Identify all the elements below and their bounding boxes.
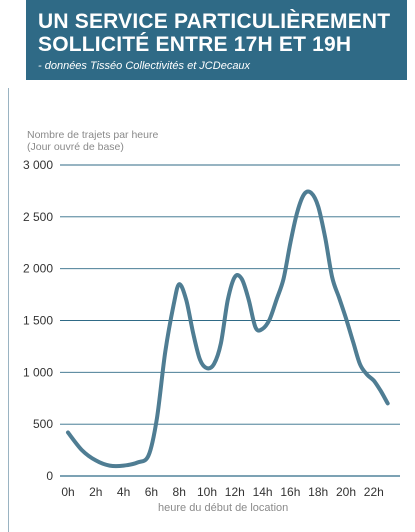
y-axis-label-line-1: Nombre de trajets par heure bbox=[27, 129, 159, 141]
title-banner: UN SERVICE PARTICULIÈREMENT SOLLICITÉ EN… bbox=[26, 0, 407, 80]
x-tick-label: 12h bbox=[225, 485, 245, 499]
x-tick-label: 8h bbox=[173, 485, 186, 499]
series-line bbox=[66, 189, 390, 469]
y-tick-label: 500 bbox=[33, 417, 53, 431]
x-tick-label: 6h bbox=[145, 485, 158, 499]
x-axis-label: heure du début de location bbox=[158, 502, 289, 514]
y-tick-label: 3 000 bbox=[23, 158, 53, 172]
title-line-2: SOLLICITÉ ENTRE 17H ET 19H bbox=[38, 33, 352, 56]
y-axis-label-line-2: (Jour ouvré de base) bbox=[27, 141, 124, 153]
x-tick-label: 22h bbox=[364, 485, 384, 499]
x-tick-label: 2h bbox=[89, 485, 102, 499]
x-tick-label: 10h bbox=[197, 485, 217, 499]
x-tick-label: 0h bbox=[61, 485, 74, 499]
x-tick-label: 16h bbox=[280, 485, 300, 499]
title-line-1: UN SERVICE PARTICULIÈREMENT bbox=[38, 10, 391, 33]
y-tick-label: 2 500 bbox=[23, 210, 53, 224]
y-tick-label: 2 000 bbox=[23, 262, 53, 276]
x-tick-label: 18h bbox=[308, 485, 328, 499]
x-tick-label: 20h bbox=[336, 485, 356, 499]
y-tick-label: 1 500 bbox=[23, 314, 53, 328]
y-tick-label: 1 000 bbox=[23, 365, 53, 379]
x-tick-label: 14h bbox=[253, 485, 273, 499]
frame-border bbox=[8, 88, 9, 532]
chart-subtitle: - données Tisséo Collectivités et JCDeca… bbox=[38, 60, 251, 72]
x-tick-label: 4h bbox=[117, 485, 130, 499]
chart-title: UN SERVICE PARTICULIÈREMENT SOLLICITÉ EN… bbox=[38, 10, 400, 56]
y-axis-label: Nombre de trajets par heure (Jour ouvré … bbox=[27, 129, 158, 153]
y-tick-label: 0 bbox=[46, 469, 53, 483]
